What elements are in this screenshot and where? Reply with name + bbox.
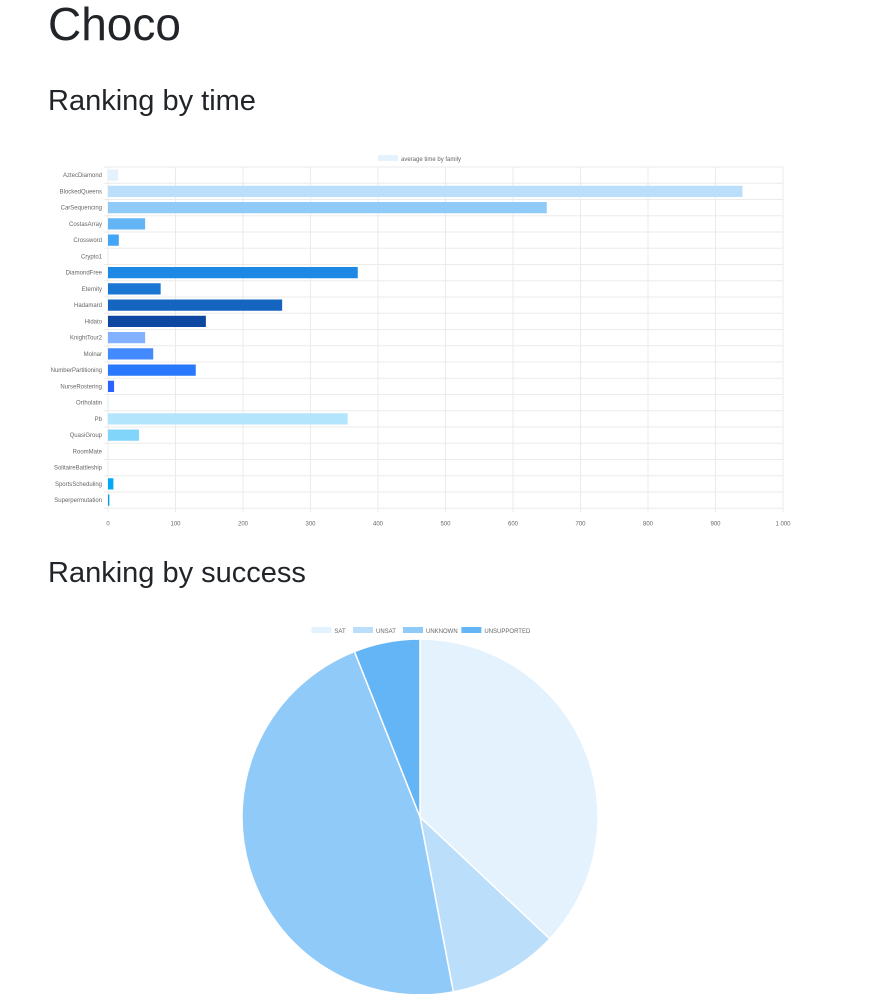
x-tick-label: 900: [710, 521, 721, 527]
ranking-by-time-title: Ranking by time: [48, 85, 256, 117]
pie-slice: [353, 638, 421, 818]
legend-swatch: [378, 155, 398, 161]
x-tick-label: 700: [575, 521, 586, 527]
bar: [108, 413, 348, 425]
y-tick-label: Hidato: [85, 319, 103, 325]
bar: [108, 364, 196, 376]
bar: [108, 429, 140, 441]
pie-slice: [419, 638, 599, 940]
bar: [108, 234, 119, 246]
bar: [108, 185, 743, 197]
ranking-by-success-title: Ranking by success: [48, 557, 306, 589]
pie-slice: [418, 814, 551, 993]
y-tick-label: NumberPartitioning: [51, 368, 102, 374]
y-tick-label: RoomMate: [73, 449, 103, 455]
y-tick-label: DiamondFree: [66, 271, 103, 277]
legend-label: UNKNOWN: [426, 629, 458, 635]
y-tick-label: NurseRostering: [60, 384, 102, 390]
bar: [108, 380, 115, 392]
y-tick-label: Hadamard: [74, 303, 102, 309]
legend-label: UNSAT: [376, 629, 396, 635]
bar: [108, 478, 114, 490]
page-title: Choco: [48, 0, 181, 50]
x-tick-label: 800: [643, 521, 654, 527]
x-tick-label: 600: [508, 521, 519, 527]
time-bar-chart: AztecDiamond BlockedQueens CarSequencing Co…: [51, 155, 791, 527]
y-tick-label: Molnar: [84, 352, 102, 358]
bar: [108, 397, 109, 409]
bar: [108, 202, 547, 214]
y-tick-label: BlockedQueens: [60, 189, 102, 195]
y-tick-label: Crossword: [73, 238, 102, 244]
y-tick-label: AztecDiamond: [63, 173, 102, 179]
bar: [108, 283, 161, 295]
y-tick-label: KnightTour2: [70, 336, 103, 342]
x-tick-label: 100: [170, 521, 181, 527]
legend-swatch: [353, 627, 373, 633]
legend-swatch: [461, 627, 482, 633]
x-tick-label: 1 000: [775, 521, 791, 527]
y-tick-label: Ortholatin: [76, 401, 102, 407]
bar: [108, 169, 119, 181]
bar: [108, 494, 110, 506]
pie-slice: [241, 650, 455, 994]
x-tick-label: 300: [305, 521, 316, 527]
bar: [108, 348, 154, 360]
y-tick-label: Pb: [95, 417, 103, 423]
y-tick-label: Eternity: [82, 287, 102, 293]
x-tick-label: 200: [238, 521, 249, 527]
y-tick-label: Superpermutation: [54, 498, 102, 504]
x-tick-label: 500: [440, 521, 451, 527]
legend-label: SAT: [334, 629, 346, 635]
legend-swatch: [311, 627, 332, 633]
bar: [108, 299, 283, 311]
y-tick-label: CarSequencing: [61, 206, 102, 212]
x-tick-label: 400: [373, 521, 384, 527]
y-tick-label: QuasiGroup: [70, 433, 103, 439]
legend-label: average time by family: [401, 157, 461, 163]
bar: [108, 332, 146, 344]
bar: [108, 267, 358, 279]
bar: [108, 315, 206, 327]
y-tick-label: CostasArray: [69, 222, 102, 228]
legend-label: UNSUPPORTED: [484, 629, 531, 635]
x-tick-label: 0: [106, 521, 110, 527]
legend-swatch: [403, 627, 423, 633]
y-tick-label: SolitaireBattleship: [54, 466, 103, 472]
success-pie-chart: SAT UNSAT UNKNOWN UNSUPPORTED: [241, 627, 599, 994]
y-tick-label: Crypto1: [81, 254, 103, 260]
y-tick-label: SportsScheduling: [55, 482, 102, 488]
bar: [108, 218, 146, 230]
